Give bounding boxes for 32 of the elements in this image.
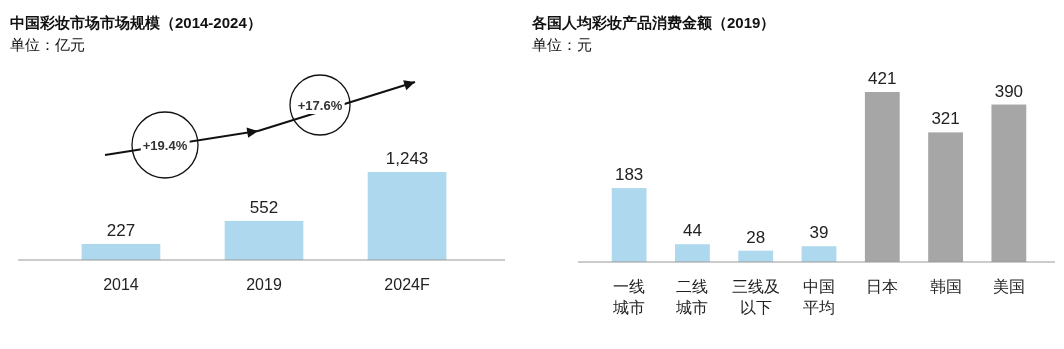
x-tick-label: 2024F bbox=[384, 276, 430, 293]
x-tick-label: 一线城市 bbox=[612, 278, 646, 316]
data-label: 552 bbox=[249, 197, 279, 217]
x-tick-label: 日本 bbox=[866, 278, 899, 295]
chart-subtitle: 单位：元 bbox=[532, 36, 592, 53]
x-tick-label: 中国平均 bbox=[803, 278, 835, 316]
chart-title: 各国人均彩妆产品消费金额（2019） bbox=[531, 14, 776, 31]
bar bbox=[864, 92, 900, 262]
x-tick-label: 美国 bbox=[992, 278, 1025, 295]
bar bbox=[675, 244, 710, 262]
chart-subtitle: 单位：亿元 bbox=[10, 36, 85, 53]
data-label: 28 bbox=[746, 227, 766, 247]
data-label: 421 bbox=[868, 69, 897, 88]
chart-title: 中国彩妆市场市场规模（2014-2024） bbox=[10, 14, 262, 31]
data-label: 44 bbox=[682, 221, 702, 241]
data-label: 321 bbox=[931, 109, 960, 129]
text: +19.4% bbox=[142, 138, 188, 153]
text: +17.6% bbox=[297, 98, 343, 113]
data-label: 39 bbox=[809, 223, 829, 243]
bar bbox=[991, 104, 1027, 262]
data-label: 227 bbox=[106, 220, 136, 240]
bar bbox=[928, 132, 963, 262]
data-label: 1,243 bbox=[385, 149, 429, 168]
x-tick-label: 2019 bbox=[246, 276, 282, 293]
x-tick-label: 三线及以下 bbox=[731, 278, 780, 316]
x-tick-label: 韩国 bbox=[929, 278, 962, 295]
bar bbox=[611, 188, 647, 262]
data-label: 390 bbox=[994, 81, 1024, 101]
bar bbox=[801, 246, 837, 262]
x-tick-label: 二线城市 bbox=[675, 278, 709, 316]
data-label: 183 bbox=[614, 165, 644, 185]
x-tick-label: 2014 bbox=[103, 276, 139, 293]
